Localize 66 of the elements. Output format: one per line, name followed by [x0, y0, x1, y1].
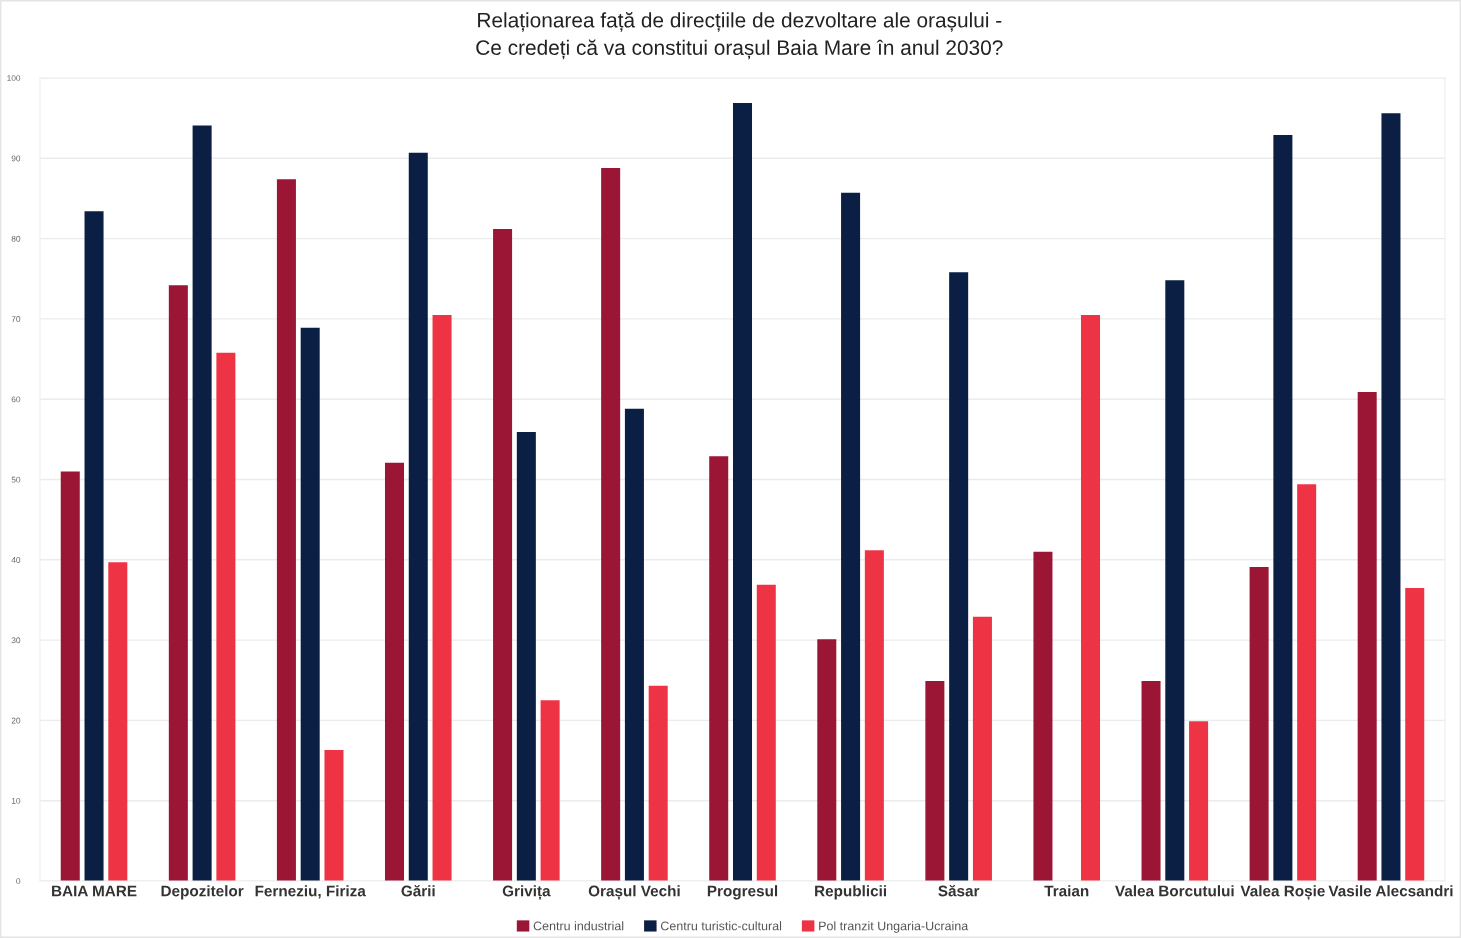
legend-label: Centru turistic-cultural [660, 921, 782, 931]
bar [648, 685, 668, 881]
chart-title: Relaționarea față de direcțiile de dezvoltare ale orașului - Ce credeți că va constitui orașul Baia Mare în anul 2030? [476, 12, 1003, 60]
x-tick-label: Depozitelor [161, 885, 244, 900]
bar [1249, 567, 1269, 881]
y-tick-label: 80 [11, 235, 21, 242]
bar [756, 584, 776, 881]
legend-label: Centru industrial [533, 921, 624, 931]
bar [493, 228, 513, 881]
y-tick-label: 60 [11, 396, 21, 403]
x-tick-label: Valea Borcutului [1115, 885, 1234, 897]
bar [949, 272, 969, 881]
bar [841, 192, 861, 881]
y-tick-label: 50 [11, 476, 21, 483]
x-tick-label: BAIA MARE [52, 885, 137, 897]
x-tick-label: Progresul [707, 885, 778, 900]
x-tick-label: Grivița [502, 885, 551, 900]
bar [817, 639, 837, 881]
bar [972, 616, 992, 881]
bar [432, 314, 452, 881]
bar [408, 152, 428, 881]
bar [300, 327, 320, 881]
bar [168, 285, 188, 881]
x-tick-label: Republicii [815, 885, 886, 900]
bar [60, 471, 80, 881]
x-tick-label: Traian [1044, 885, 1089, 897]
y-tick-label: 20 [11, 717, 21, 724]
bar [925, 681, 945, 881]
y-tick-label: 30 [11, 637, 21, 644]
y-tick-label: 70 [11, 316, 21, 322]
bar [1189, 721, 1209, 881]
bar [1165, 280, 1185, 881]
bar [1273, 135, 1293, 881]
bar [732, 102, 753, 881]
x-tick-label: Valea Roșie [1240, 885, 1325, 900]
bar [1405, 587, 1425, 881]
y-tick-label: 0 [16, 878, 21, 885]
bar [624, 408, 644, 881]
y-tick-label: 10 [11, 797, 21, 804]
x-tick-label: Ferneziu, Firiza [255, 885, 366, 899]
bar [1033, 551, 1053, 881]
bar [540, 700, 560, 881]
x-tick-label: Vasile Alecsandri [1328, 885, 1453, 897]
y-tick-label: 90 [11, 155, 21, 162]
y-tick-label: 40 [11, 557, 21, 563]
bar [108, 562, 128, 881]
bar [276, 179, 296, 881]
bar [601, 167, 621, 881]
bar [324, 750, 344, 881]
x-tick-label: Gării [401, 885, 435, 897]
bar [516, 432, 536, 881]
bar [384, 462, 404, 881]
bar [216, 352, 236, 881]
bar [192, 125, 212, 881]
bar [1081, 314, 1101, 881]
bar [1141, 681, 1161, 881]
x-tick-label: Săsar [938, 885, 980, 897]
bar [1297, 484, 1317, 881]
y-tick-label: 100 [7, 75, 21, 82]
bar [864, 550, 884, 881]
x-tick-label: Orașul Vechi [588, 885, 680, 900]
bar [709, 456, 729, 881]
legend-label: Pol tranzit Ungaria-Ucraina [819, 921, 969, 933]
bar [84, 211, 104, 881]
bar [1381, 113, 1401, 881]
bar [1357, 391, 1377, 881]
